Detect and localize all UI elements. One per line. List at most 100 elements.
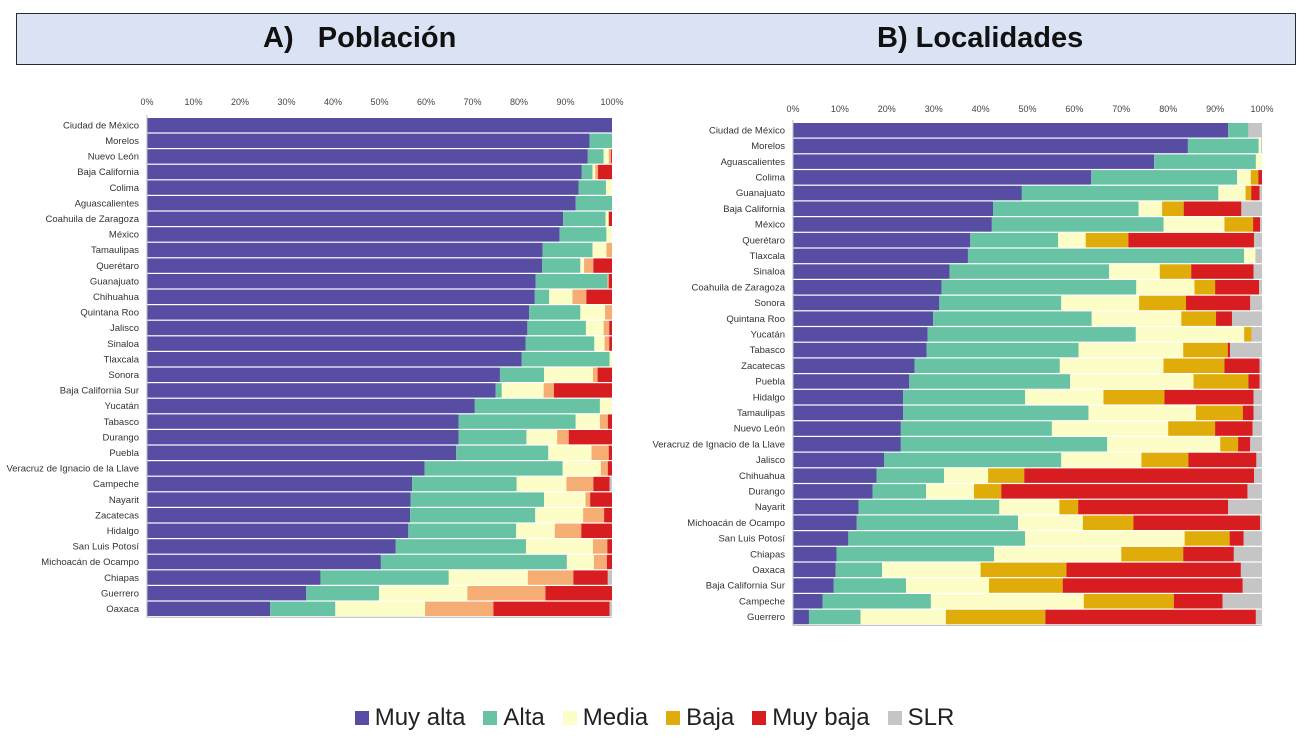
- bar-oaxaca-muy-baja: [1066, 562, 1241, 578]
- bar-coahuila-de-zaragoza-media: [605, 211, 609, 226]
- bar-tamaulipas-alta: [903, 405, 1089, 421]
- bar-zacatecas-muy-baja: [1224, 358, 1260, 373]
- category-label-colima: Colima: [109, 183, 139, 194]
- category-label-nuevo-leon: Nuevo León: [88, 152, 139, 163]
- bar-michoacan-de-ocampo-baja: [593, 554, 607, 570]
- category-label-colima: Colima: [755, 173, 785, 184]
- bar-veracruz-de-ignacio-de-la-llave-media: [1107, 437, 1221, 452]
- bar-durango-alta: [872, 484, 927, 499]
- category-label-yucatan: Yucatán: [105, 401, 139, 412]
- bar-nuevo-leon-muy-baja: [1215, 421, 1253, 436]
- bar-sinaloa-media: [594, 336, 605, 351]
- bar-ciudad-de-mexico-muy-alta: [793, 123, 1229, 138]
- bar-durango-baja: [974, 484, 1002, 499]
- category-label-oaxaca: Oaxaca: [106, 604, 139, 615]
- bar-sonora-muy-baja: [597, 367, 613, 382]
- bar-sonora-slr: [1250, 295, 1263, 311]
- bar-morelos-media: [1258, 138, 1262, 154]
- tick-label: 70%: [463, 97, 481, 107]
- tick-label: 0%: [786, 104, 799, 114]
- bar-hidalgo-media: [1025, 389, 1104, 405]
- bar-oaxaca-media: [882, 562, 981, 578]
- bar-guerrero-muy-baja: [1045, 609, 1256, 625]
- bar-quintana-roo-slr: [1231, 311, 1262, 326]
- bar-san-luis-potosi-slr: [1243, 531, 1262, 546]
- category-label-campeche: Campeche: [93, 479, 139, 490]
- bar-zacatecas-baja: [1163, 358, 1225, 373]
- category-label-jalisco: Jalisco: [110, 323, 139, 334]
- bar-mexico-media: [1163, 217, 1225, 232]
- category-label-morelos: Morelos: [105, 136, 139, 147]
- legend-label: Media: [582, 704, 649, 731]
- bar-tabasco-alta: [458, 414, 576, 429]
- bar-nuevo-leon-muy-alta: [793, 421, 901, 436]
- bar-puebla-muy-alta: [793, 374, 910, 389]
- bar-nayarit-alta: [410, 492, 545, 507]
- bar-quintana-roo-muy-alta: [793, 311, 934, 326]
- bar-jalisco-media: [1061, 452, 1142, 468]
- bar-tabasco-baja: [1183, 342, 1228, 358]
- panel-b-title: B) Localidades: [877, 22, 1084, 54]
- bar-yucatan-media: [1135, 327, 1245, 342]
- bar-sinaloa-baja: [1159, 264, 1192, 279]
- bar-nuevo-leon-media: [1051, 421, 1169, 436]
- bar-nuevo-leon-media: [603, 149, 609, 164]
- legend-swatch-muy-alta: [354, 711, 369, 725]
- bar-veracruz-de-ignacio-de-la-llave-alta: [424, 461, 563, 476]
- bar-queretaro-baja: [584, 258, 594, 273]
- bar-chiapas-media: [448, 570, 528, 585]
- bar-tabasco-alta: [926, 342, 1079, 358]
- bar-quintana-roo-media: [580, 305, 606, 320]
- bar-guanajuato-media: [1218, 185, 1246, 201]
- bar-baja-california-sur-muy-alta: [793, 578, 834, 593]
- bar-nuevo-leon-muy-baja: [611, 149, 612, 164]
- bar-campeche-media: [930, 594, 1084, 609]
- bar-campeche-alta: [822, 594, 931, 609]
- category-label-sinaloa: Sinaloa: [107, 339, 139, 350]
- bar-mexico-slr: [1260, 217, 1262, 232]
- tick-label: 10%: [831, 104, 849, 114]
- bar-nuevo-leon-baja: [1168, 421, 1216, 436]
- bar-morelos-slr: [1261, 138, 1262, 154]
- category-label-michoacan-de-ocampo: Michoacán de Ocampo: [687, 518, 785, 529]
- bar-veracruz-de-ignacio-de-la-llave-alta: [900, 437, 1108, 452]
- category-label-morelos: Morelos: [751, 141, 785, 152]
- category-label-queretaro: Querétaro: [96, 261, 139, 272]
- bar-puebla-baja: [591, 445, 609, 460]
- bar-durango-alta: [458, 430, 527, 445]
- category-label-campeche: Campeche: [739, 596, 785, 607]
- bar-queretaro-alta: [542, 258, 581, 273]
- bar-sinaloa-baja: [604, 336, 610, 351]
- bar-oaxaca-slr: [1240, 562, 1262, 578]
- bar-morelos-alta: [589, 133, 612, 148]
- bar-nayarit-media: [999, 499, 1060, 515]
- bar-oaxaca-muy-alta: [147, 601, 271, 616]
- legend-label: Muy baja: [772, 704, 870, 731]
- bar-aguascalientes-muy-alta: [147, 196, 576, 211]
- category-label-tamaulipas: Tamaulipas: [91, 245, 139, 256]
- tick-label: 0%: [140, 97, 153, 107]
- bar-sonora-muy-alta: [793, 295, 940, 311]
- tick-label: 70%: [1112, 104, 1130, 114]
- bar-puebla-muy-alta: [147, 445, 457, 460]
- bar-chihuahua-alta: [876, 468, 945, 483]
- bar-campeche-muy-alta: [793, 594, 823, 609]
- bar-mexico-muy-alta: [147, 227, 560, 242]
- category-label-zacatecas: Zacatecas: [95, 510, 139, 521]
- bar-san-luis-potosi-muy-alta: [147, 539, 396, 554]
- bar-chiapas-media: [994, 546, 1122, 562]
- category-label-guerrero: Guerrero: [101, 588, 139, 599]
- category-label-tamaulipas: Tamaulipas: [737, 408, 785, 419]
- category-label-san-luis-potosi: San Luis Potosí: [72, 542, 139, 553]
- bar-jalisco-baja: [1141, 452, 1189, 468]
- bar-chiapas-baja: [527, 570, 574, 585]
- bar-san-luis-potosi-media: [525, 539, 593, 554]
- bar-baja-california-baja: [1162, 201, 1184, 216]
- category-label-tabasco: Tabasco: [750, 345, 785, 356]
- bar-baja-california-sur-baja: [543, 383, 554, 398]
- bar-nayarit-muy-baja: [1078, 499, 1229, 515]
- category-label-tlaxcala: Tlaxcala: [750, 251, 786, 262]
- bar-tabasco-media: [575, 414, 600, 429]
- tick-label: 40%: [972, 104, 990, 114]
- category-label-quintana-roo: Quintana Roo: [726, 314, 785, 325]
